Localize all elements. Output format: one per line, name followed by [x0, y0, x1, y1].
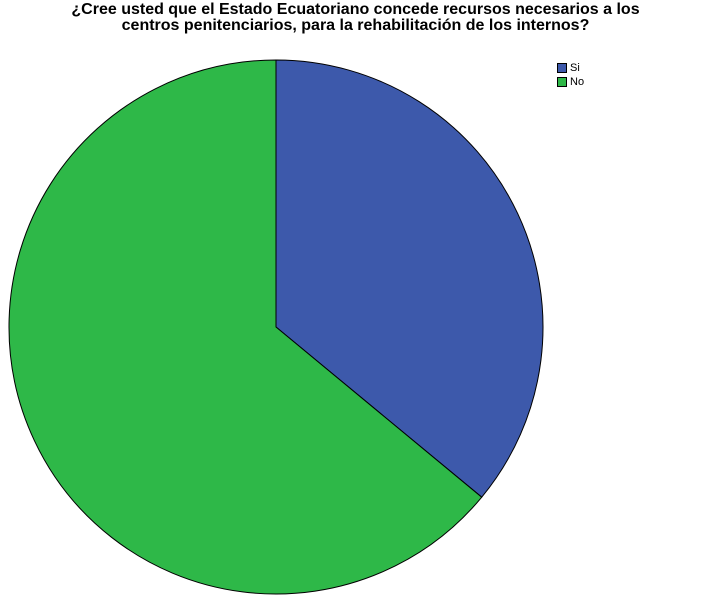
legend-label-si: Si [570, 62, 580, 74]
legend-item-si: Si [557, 61, 584, 75]
chart-title-line-2: centros penitenciarios, para la rehabili… [121, 17, 590, 34]
chart-title: ¿Cree usted que el Estado Ecuatoriano co… [0, 2, 711, 34]
pie-slice-si [275, 59, 544, 498]
legend-label-no: No [570, 76, 585, 88]
legend-swatch-si [557, 63, 567, 73]
chart-title-line-1: ¿Cree usted que el Estado Ecuatoriano co… [71, 1, 640, 18]
chart-legend: Si No [557, 61, 584, 89]
pie-slice-no [8, 59, 483, 595]
legend-swatch-no [557, 77, 567, 87]
legend-item-no: No [557, 75, 584, 89]
